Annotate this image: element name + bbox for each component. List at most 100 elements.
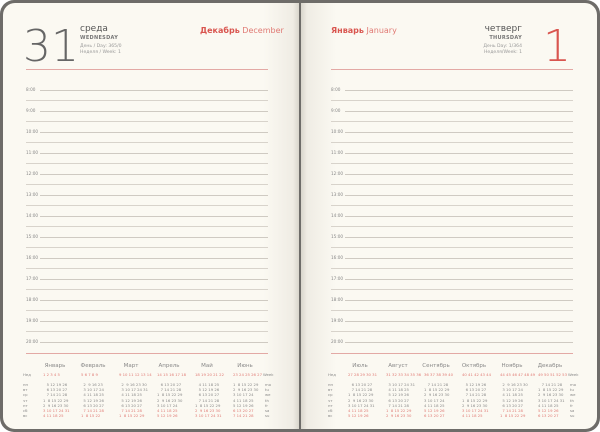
header-divider <box>331 69 573 70</box>
hour-row[interactable]: 18:00 <box>26 297 268 311</box>
footer-divider <box>331 353 573 354</box>
hour-row[interactable]: 15:00 <box>26 234 268 248</box>
hour-line <box>40 237 268 238</box>
hour-row[interactable]: 16:00 <box>331 255 573 269</box>
weekday-label-en: su <box>570 413 575 419</box>
hour-row[interactable]: 13:00 <box>26 192 268 206</box>
week-numbers: 18 19 20 21 22 <box>195 372 224 377</box>
hour-row[interactable]: 17:00 <box>331 276 573 290</box>
weekday-label: пн <box>23 382 28 387</box>
weekday-label: чт <box>328 397 333 403</box>
hour-row[interactable]: 14:00 <box>26 213 268 227</box>
week-numbers: 9 10 11 12 13 14 <box>119 372 152 377</box>
weekday-label: ср <box>328 392 333 398</box>
left-page: 31 среда WEDNESDAY День / Day: 365/0 Нед… <box>3 3 299 429</box>
calendar-week-row: 2 9 16 23 30 <box>348 397 374 403</box>
hour-row[interactable]: 11:00 <box>26 150 268 164</box>
half-hour-line <box>26 205 268 206</box>
hour-row[interactable]: 19:00 <box>26 318 268 332</box>
weekday-label: сб <box>23 408 28 413</box>
weekday-label: пт <box>328 402 333 408</box>
calendar-week-row: 5 12 19 26 <box>424 408 445 413</box>
hour-line <box>345 258 573 259</box>
hour-line <box>40 195 268 196</box>
hour-row[interactable]: 16:00 <box>26 255 268 269</box>
weekday-label-en: tu <box>265 387 269 393</box>
calendar-week-row: 6 13 20 27 <box>119 402 142 408</box>
calendar-week-row: 5 12 19 26 <box>500 397 523 403</box>
weekday-label: вс <box>23 413 28 419</box>
calendar-week-row: 3 10 17 24 <box>81 387 104 393</box>
calendar-week-row: 4 11 18 25 <box>119 392 142 398</box>
calendar-week-row: 6 13 20 27 <box>157 382 182 387</box>
hour-row[interactable]: 19:00 <box>331 318 573 332</box>
calendar-week-row: 4 11 18 25 <box>538 402 559 408</box>
hour-row[interactable]: 13:00 <box>331 192 573 206</box>
half-hour-line <box>26 163 268 164</box>
hour-row[interactable]: 9:00 <box>331 108 573 122</box>
hour-row[interactable]: 10:00 <box>26 129 268 143</box>
weekday-label: вт <box>328 387 333 393</box>
calendar-week-row: 7 14 21 28 <box>43 392 68 398</box>
month-name: Декабрь <box>537 363 563 369</box>
hour-row[interactable]: 14:00 <box>331 213 573 227</box>
hour-label: 16:00 <box>331 255 344 260</box>
day-of-year: День / Day: 365/0 <box>80 44 122 49</box>
calendar-week-row: 4 11 18 25 <box>386 387 409 393</box>
hour-row[interactable]: 10:00 <box>331 129 573 143</box>
hour-line <box>345 174 573 175</box>
hour-label: 8:00 <box>331 87 341 92</box>
hour-line <box>40 279 268 280</box>
calendar-week-row: 1 8 15 22 29 <box>538 387 564 393</box>
hour-row[interactable]: 9:00 <box>26 108 268 122</box>
hour-row[interactable]: 17:00 <box>26 276 268 290</box>
day-number: 1 <box>543 21 571 72</box>
calendar-week-row: 7 14 21 28 <box>500 408 523 413</box>
calendar-week-row: 6 13 20 27 <box>233 408 254 413</box>
calendar-week-row: 7 14 21 28 <box>81 408 104 413</box>
month-name: Октябрь <box>461 363 487 369</box>
hour-line <box>40 111 268 112</box>
weekday-ru: среда <box>80 24 108 34</box>
hour-line <box>40 216 268 217</box>
hour-row[interactable]: 20:00 <box>331 339 573 353</box>
hour-row[interactable]: 18:00 <box>331 297 573 311</box>
calendar-week-row: 2 9 16 23 30 <box>500 382 528 387</box>
calendar-week-row: 5 12 19 26 <box>462 382 487 387</box>
weekday-label-en: th <box>265 397 269 403</box>
hour-line <box>40 342 268 343</box>
hour-line <box>345 216 573 217</box>
calendar-week-row: 7 14 21 28 <box>538 382 563 387</box>
week-numbers: 31 32 33 34 35 36 <box>386 372 422 377</box>
calendar-week-row: 7 14 21 28 <box>424 382 449 387</box>
calendar-week-row: 2 9 16 23 30 <box>233 387 259 393</box>
month-name: Май <box>201 363 213 369</box>
calendar-week-row: 7 14 21 28 <box>195 397 220 403</box>
month-en: January <box>366 26 397 35</box>
month-ru: Декабрь <box>200 26 240 35</box>
month-title: Январь January <box>331 26 397 35</box>
month-name: Август <box>388 363 408 369</box>
calendar-week-row: 6 13 20 27 <box>538 413 559 419</box>
hour-label: 11:00 <box>26 150 39 155</box>
hour-label: 19:00 <box>26 318 39 323</box>
hour-label: 14:00 <box>331 213 344 218</box>
hour-row[interactable]: 11:00 <box>331 150 573 164</box>
calendar-week-row: 7 14 21 28 <box>233 413 254 419</box>
hour-row[interactable]: 12:00 <box>26 171 268 185</box>
calendar-week-row: 1 8 15 22 <box>81 413 101 419</box>
calendar-week-row: 1 8 15 22 29 <box>195 402 221 408</box>
calendar-week-row: 1 8 15 22 29 <box>500 413 526 419</box>
half-hour-line <box>331 247 573 248</box>
month-name: Июнь <box>237 363 253 369</box>
calendar-week-row: 6 13 20 27 <box>348 382 373 387</box>
half-hour-line <box>26 268 268 269</box>
hour-row[interactable]: 15:00 <box>331 234 573 248</box>
hour-row[interactable]: 8:00 <box>331 87 573 101</box>
calendar-week-row: 6 13 20 27 <box>195 392 220 398</box>
hour-row[interactable]: 12:00 <box>331 171 573 185</box>
hour-row[interactable]: 8:00 <box>26 87 268 101</box>
hour-row[interactable]: 20:00 <box>26 339 268 353</box>
calendar-week-row: 2 9 16 23 30 <box>538 392 564 398</box>
hour-line <box>345 111 573 112</box>
